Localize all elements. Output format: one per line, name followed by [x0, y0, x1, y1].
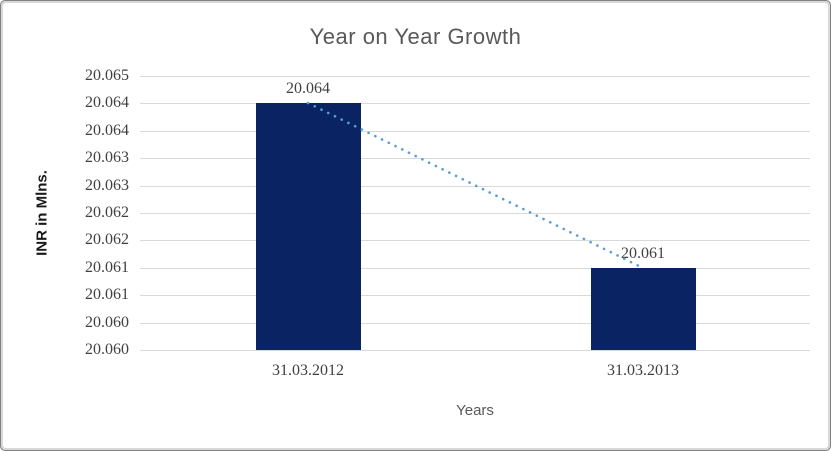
gridline — [140, 131, 810, 132]
gridline — [140, 240, 810, 241]
y-tick-label: 20.063 — [85, 177, 129, 194]
chart-area: Year on Year Growth INR in Mlns. 20.065 2… — [3, 3, 828, 448]
gridline — [140, 213, 810, 214]
y-tick-label: 20.060 — [85, 314, 129, 331]
x-tick-label: 31.03.2013 — [607, 362, 679, 379]
gridline — [140, 103, 810, 104]
y-tick-label: 20.065 — [85, 67, 129, 84]
y-tick-label: 20.062 — [85, 231, 129, 248]
y-tick-label: 20.063 — [85, 149, 129, 166]
gridline — [140, 158, 810, 159]
y-axis-tick-labels: 20.065 20.064 20.064 20.063 20.063 20.062 20.0… — [3, 67, 129, 358]
gridline — [140, 350, 810, 351]
gridline — [140, 295, 810, 296]
gridline — [140, 268, 810, 269]
y-tick-label: 20.062 — [85, 204, 129, 221]
data-label: 20.064 — [286, 80, 330, 97]
gridline — [140, 186, 810, 187]
x-tick-label: 31.03.2012 — [272, 362, 344, 379]
data-label: 20.061 — [621, 245, 665, 262]
y-tick-label: 20.061 — [85, 286, 129, 303]
bar-31.03.2012 — [255, 103, 361, 350]
x-axis-title: Years — [456, 402, 494, 419]
chart-title: Year on Year Growth — [309, 24, 522, 49]
y-tick-label: 20.064 — [85, 122, 129, 139]
x-axis-tick-labels: 31.03.2012 31.03.2013 — [140, 362, 810, 384]
bar-31.03.2013 — [590, 268, 696, 350]
gridline — [140, 76, 810, 77]
y-tick-label: 20.064 — [85, 94, 129, 111]
y-tick-label: 20.060 — [85, 341, 129, 358]
plot-area: 20.064 20.061 — [140, 76, 810, 351]
y-tick-label: 20.061 — [85, 259, 129, 276]
trendline — [306, 101, 645, 270]
gridline — [140, 323, 810, 324]
